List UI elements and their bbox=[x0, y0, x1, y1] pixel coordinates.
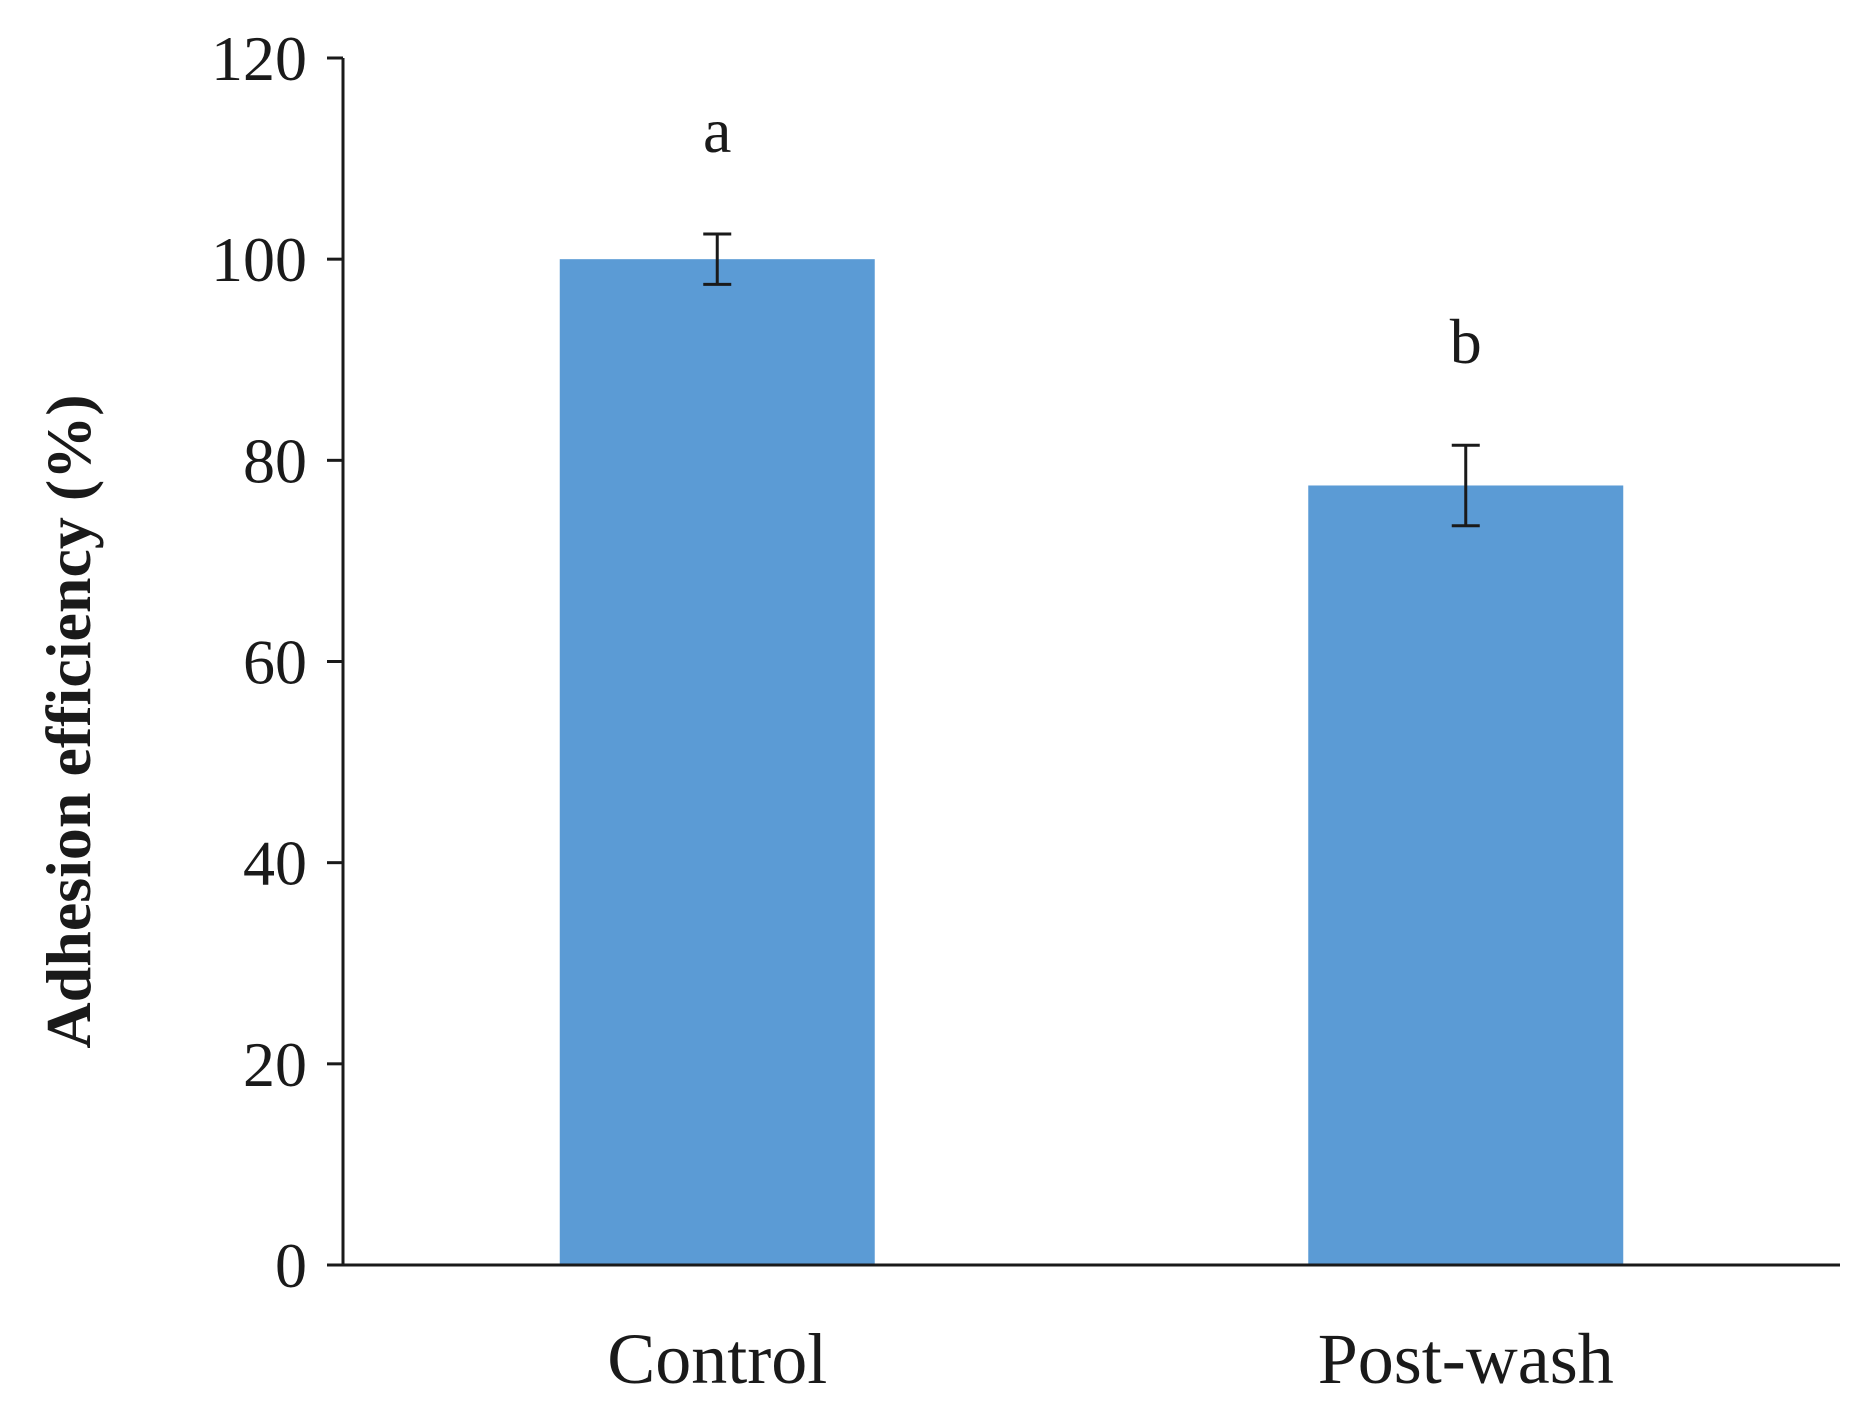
y-tick-label: 20 bbox=[243, 1029, 307, 1100]
y-ticks-layer: 0 20 40 60 80 100 120 bbox=[211, 23, 343, 1301]
bar-control bbox=[559, 259, 875, 1266]
y-axis-title: Adhesion efficiency (%) bbox=[33, 394, 104, 1048]
labels-layer: a Control b Post-wash bbox=[607, 95, 1614, 1399]
y-tick-label: 80 bbox=[243, 425, 307, 496]
significance-label: b bbox=[1450, 306, 1482, 377]
y-tick-label: 120 bbox=[211, 23, 307, 94]
x-category-label: Post-wash bbox=[1318, 1319, 1614, 1399]
y-tick-label: 60 bbox=[243, 627, 307, 698]
bar-post-wash bbox=[1308, 485, 1624, 1266]
x-category-label: Control bbox=[607, 1319, 827, 1399]
bars-layer bbox=[559, 259, 1624, 1266]
y-tick-label: 100 bbox=[211, 224, 307, 295]
error-bars-layer bbox=[703, 232, 1480, 528]
significance-label: a bbox=[703, 95, 731, 166]
y-tick-label: 40 bbox=[243, 828, 307, 899]
y-tick-label: 0 bbox=[275, 1230, 307, 1301]
